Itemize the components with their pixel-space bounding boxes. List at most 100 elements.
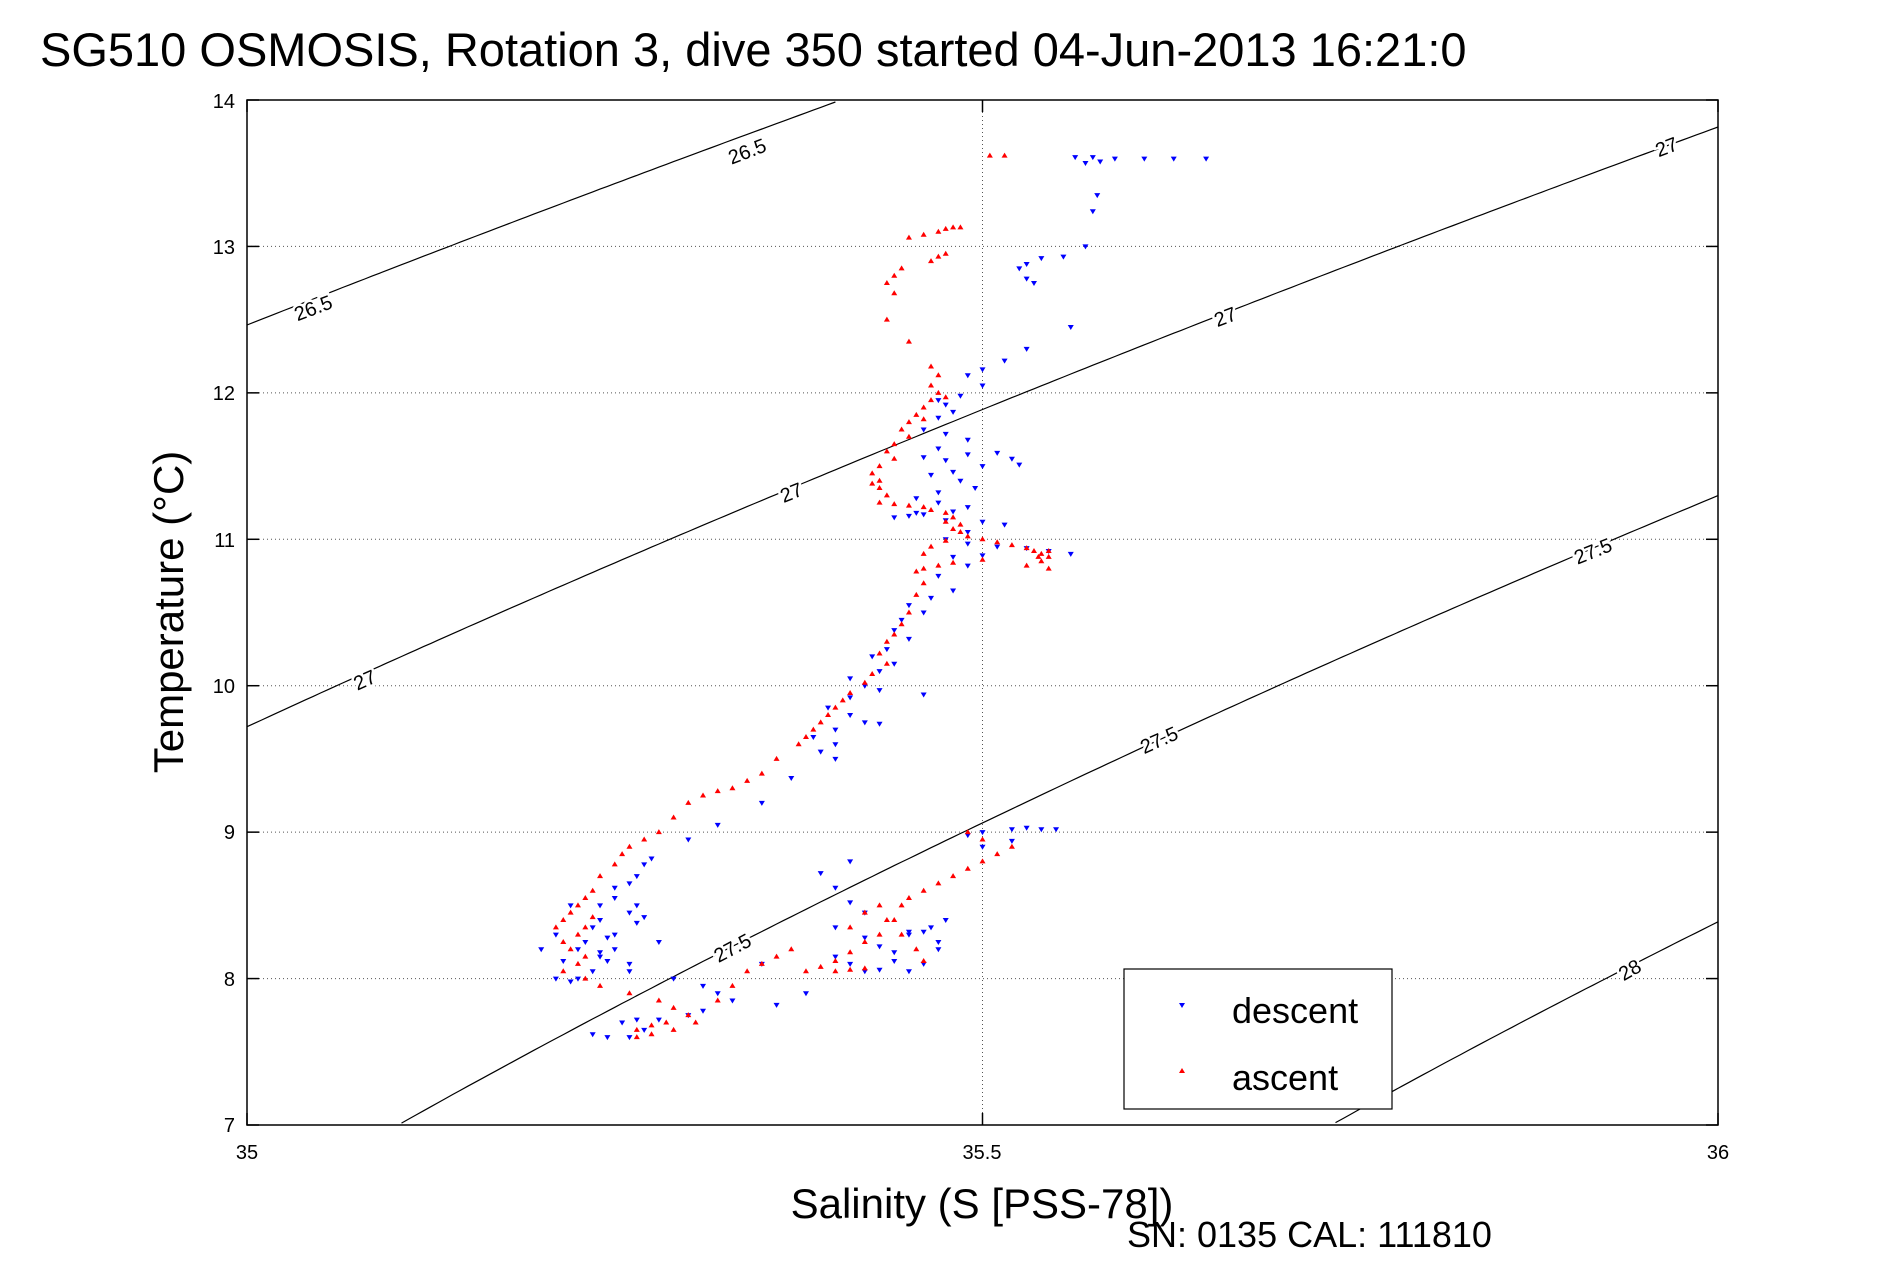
descent-point (876, 669, 883, 675)
ascent-point (920, 416, 927, 422)
descent-point (1094, 193, 1101, 199)
descent-point (714, 822, 721, 828)
descent-point (913, 496, 920, 502)
descent-point (611, 885, 618, 891)
ascent-point (825, 712, 832, 717)
ascent-point (876, 485, 883, 491)
descent-point (825, 705, 832, 711)
ascent-point (876, 499, 883, 505)
ascent-point (641, 836, 648, 842)
descent-point (964, 373, 971, 379)
ascent-point (633, 1026, 640, 1032)
ascent-point (847, 966, 854, 972)
ascent-point (950, 526, 957, 532)
ascent-point (920, 958, 927, 963)
ascent-point (670, 814, 677, 820)
ascent-point (964, 829, 971, 835)
ascent-point (670, 1004, 677, 1010)
descent-point (729, 998, 736, 1004)
descent-point (979, 383, 986, 389)
descent-point (979, 553, 986, 559)
ascent-point (1008, 843, 1015, 849)
ascent-point (1023, 562, 1030, 568)
descent-point (832, 954, 839, 960)
descent-point (994, 450, 1001, 456)
legend: descent ascent (1123, 968, 1393, 1110)
legend-descent-marker (1179, 1003, 1185, 1008)
ascent-point (817, 719, 824, 725)
ascent-point (700, 792, 707, 798)
ascent-point (913, 591, 920, 597)
descent-point (1082, 244, 1089, 250)
isopycnal-line (1335, 921, 1719, 1124)
descent-point (626, 969, 633, 975)
ascent-point (611, 861, 618, 867)
descent-point (611, 947, 618, 953)
ascent-point (619, 851, 626, 857)
descent-point (633, 1017, 640, 1023)
ascent-point (861, 679, 868, 685)
ascent-point (905, 895, 912, 901)
ascent-point (950, 224, 957, 230)
ascent-point (979, 556, 986, 562)
ascent-point (832, 958, 839, 963)
descent-point (817, 749, 824, 755)
descent-point (979, 830, 986, 836)
ascent-point (913, 411, 920, 417)
ascent-point (891, 455, 898, 461)
descent-point (1016, 462, 1023, 468)
x-tick-label: 35.5 (963, 1142, 1002, 1164)
descent-point (935, 500, 942, 506)
ascent-point (935, 228, 942, 234)
ascent-point (574, 931, 581, 937)
descent-point (964, 541, 971, 547)
descent-point (552, 976, 559, 982)
y-tick-label: 13 (213, 237, 235, 259)
y-tick-label: 10 (213, 676, 235, 698)
descent-point (597, 954, 604, 960)
descent-point (604, 935, 611, 941)
ascent-point (574, 902, 581, 908)
ascent-point (891, 441, 898, 447)
descent-point (641, 915, 648, 921)
descent-point (861, 935, 868, 941)
descent-point (1170, 156, 1177, 162)
ascent-point (928, 397, 935, 403)
y-tick-label: 9 (224, 822, 235, 844)
descent-point (589, 969, 596, 975)
descent-point (935, 573, 942, 579)
descent-point (589, 1032, 596, 1038)
ascent-point (861, 965, 868, 971)
ascent-point (935, 372, 942, 378)
descent-point (582, 939, 589, 945)
ascent-point (964, 533, 971, 539)
descent-point (994, 544, 1001, 550)
descent-point (604, 959, 611, 964)
ascent-point (861, 938, 868, 944)
descent-point (928, 472, 935, 478)
descent-point (1001, 358, 1008, 364)
ascent-point (920, 550, 927, 556)
ascent-point (883, 638, 890, 644)
descent-point (950, 588, 957, 594)
ascent-point (597, 982, 604, 988)
descent-point (942, 431, 949, 437)
ascent-point (560, 917, 567, 922)
descent-point (567, 903, 574, 909)
ascent-point (1045, 565, 1052, 571)
descent-point (928, 595, 935, 601)
ascent-point (1045, 553, 1052, 559)
descent-point (1008, 838, 1015, 844)
descent-point (1008, 456, 1015, 462)
ascent-point (714, 997, 721, 1003)
descent-point (964, 833, 971, 839)
descent-point (920, 427, 927, 433)
ascent-point (883, 280, 890, 286)
ascent-point (942, 509, 949, 515)
descent-point (611, 932, 618, 938)
descent-point (700, 983, 707, 989)
descent-point (942, 918, 949, 923)
ascent-point (773, 755, 780, 761)
ascent-point (935, 562, 942, 568)
ascent-point (898, 265, 905, 271)
